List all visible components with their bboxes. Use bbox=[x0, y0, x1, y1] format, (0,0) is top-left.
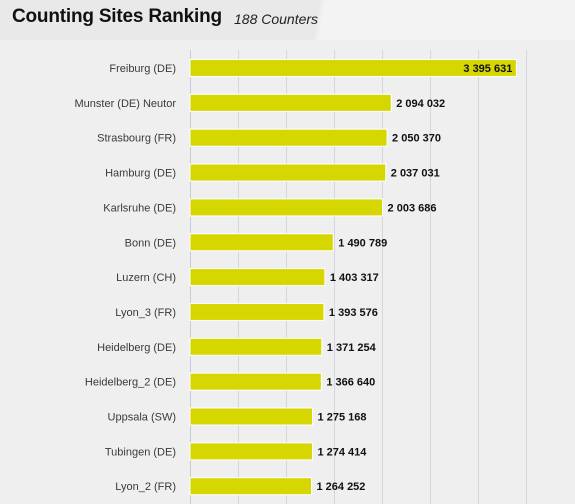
value-label: 1 274 414 bbox=[317, 446, 367, 458]
bar bbox=[189, 128, 388, 147]
value-label: 2 050 370 bbox=[392, 133, 441, 145]
chart-header: Counting Sites Ranking 188 Counters bbox=[0, 0, 575, 40]
value-label: 2 094 032 bbox=[396, 98, 445, 110]
bar bbox=[189, 442, 313, 461]
bar bbox=[189, 268, 326, 287]
category-label: Strasbourg (FR) bbox=[97, 133, 176, 145]
category-label: Tubingen (DE) bbox=[105, 446, 176, 458]
bar bbox=[189, 198, 384, 217]
value-label: 1 264 252 bbox=[316, 481, 365, 493]
bar bbox=[189, 59, 517, 77]
category-label: Karlsruhe (DE) bbox=[103, 202, 176, 214]
bar bbox=[189, 93, 392, 112]
bar bbox=[189, 372, 322, 391]
value-label: 2 037 031 bbox=[391, 168, 440, 180]
category-label: Heidelberg_2 (DE) bbox=[85, 377, 176, 389]
value-label: 1 403 317 bbox=[330, 272, 379, 284]
bar bbox=[189, 233, 334, 252]
value-label: 1 490 789 bbox=[338, 237, 387, 249]
bar bbox=[189, 337, 323, 356]
value-label: 3 395 631 bbox=[463, 63, 512, 75]
category-label: Luzern (CH) bbox=[116, 272, 176, 284]
category-label: Freiburg (DE) bbox=[109, 63, 176, 75]
value-label: 1 371 254 bbox=[327, 342, 377, 354]
value-label: 2 003 686 bbox=[388, 202, 437, 214]
value-label: 1 275 168 bbox=[318, 412, 367, 424]
value-label: 1 366 640 bbox=[326, 377, 375, 389]
value-label: 1 393 576 bbox=[329, 307, 378, 319]
category-label: Hamburg (DE) bbox=[105, 168, 176, 180]
bar bbox=[189, 302, 325, 321]
bar bbox=[189, 163, 387, 182]
category-label: Munster (DE) Neutor bbox=[75, 98, 177, 110]
category-label: Lyon_3 (FR) bbox=[115, 307, 176, 319]
chart-title: Counting Sites Ranking bbox=[12, 6, 222, 27]
category-label: Lyon_2 (FR) bbox=[115, 481, 176, 493]
category-label: Heidelberg (DE) bbox=[97, 342, 176, 354]
category-label: Uppsala (SW) bbox=[108, 412, 176, 424]
chart-subtitle: 188 Counters bbox=[234, 11, 319, 27]
bar bbox=[189, 407, 314, 426]
bar bbox=[189, 477, 312, 496]
category-label: Bonn (DE) bbox=[125, 237, 176, 249]
